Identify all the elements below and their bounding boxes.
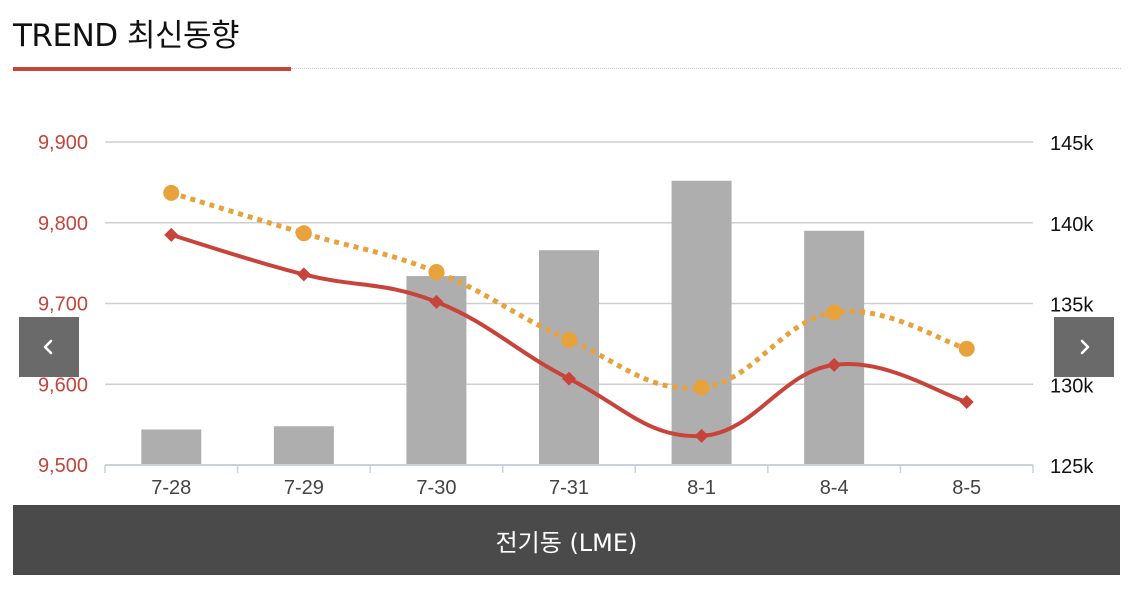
circle-marker: [693, 379, 710, 396]
y-right-tick-label: 145k: [1050, 133, 1094, 155]
y-left-tick-label: 9,600: [38, 374, 88, 396]
next-button[interactable]: [1054, 317, 1114, 377]
y-right-tick-label: 140k: [1050, 214, 1094, 236]
diamond-marker: [296, 267, 311, 282]
y-right-tick-label: 135k: [1050, 295, 1094, 317]
line-series: [163, 184, 975, 443]
x-tick-label: 8-1: [687, 477, 716, 499]
circle-marker: [561, 331, 577, 348]
x-tick-label: 7-31: [549, 477, 589, 499]
y-left-tick-label: 9,500: [38, 455, 88, 477]
footer-metal-selector[interactable]: 전기동 (LME): [13, 505, 1120, 575]
bar: [671, 180, 732, 465]
x-tick-label: 7-30: [416, 477, 456, 499]
diamond-marker: [827, 357, 842, 372]
title-divider: [291, 68, 1121, 69]
trend-chart: 9,900 9,800 9,700 9,600 9,500 145k 140k 135k 130…: [38, 132, 1094, 499]
footer-label: 전기동 (LME): [495, 528, 638, 557]
diamond-marker: [429, 294, 444, 309]
x-tick-label: 8-5: [952, 477, 981, 499]
y-left-tick-label: 9,700: [38, 294, 88, 316]
circle-marker: [428, 264, 445, 281]
circle-marker: [163, 184, 180, 201]
title-underline: [13, 67, 291, 71]
page-title: TREND 최신동향: [13, 18, 240, 54]
x-axis: [104, 464, 1034, 473]
y-left-tick-label: 9,900: [38, 132, 88, 154]
circle-marker: [826, 304, 843, 321]
diamond-marker: [164, 227, 179, 242]
chevron-right-icon: [1080, 339, 1090, 355]
prev-button[interactable]: [19, 317, 79, 377]
y-left-tick-label: 9,800: [38, 213, 88, 235]
diamond-marker: [959, 395, 974, 410]
bar: [141, 429, 202, 465]
bar: [273, 426, 334, 465]
bar-series: [141, 180, 865, 465]
circle-marker: [958, 340, 975, 357]
chevron-left-icon: [43, 339, 53, 355]
circle-marker: [295, 225, 312, 242]
bar: [804, 230, 865, 465]
x-tick-label: 7-29: [284, 477, 324, 499]
y-right-tick-label: 125k: [1050, 456, 1094, 478]
x-tick-label: 7-28: [151, 477, 191, 499]
axis-labels: 9,900 9,800 9,700 9,600 9,500 145k 140k 135k 130…: [38, 132, 1094, 499]
diamond-marker: [694, 428, 709, 443]
bar: [539, 250, 599, 465]
x-tick-label: 8-4: [820, 477, 849, 499]
y-right-tick-label: 130k: [1050, 375, 1094, 397]
diamond-marker: [562, 371, 576, 386]
